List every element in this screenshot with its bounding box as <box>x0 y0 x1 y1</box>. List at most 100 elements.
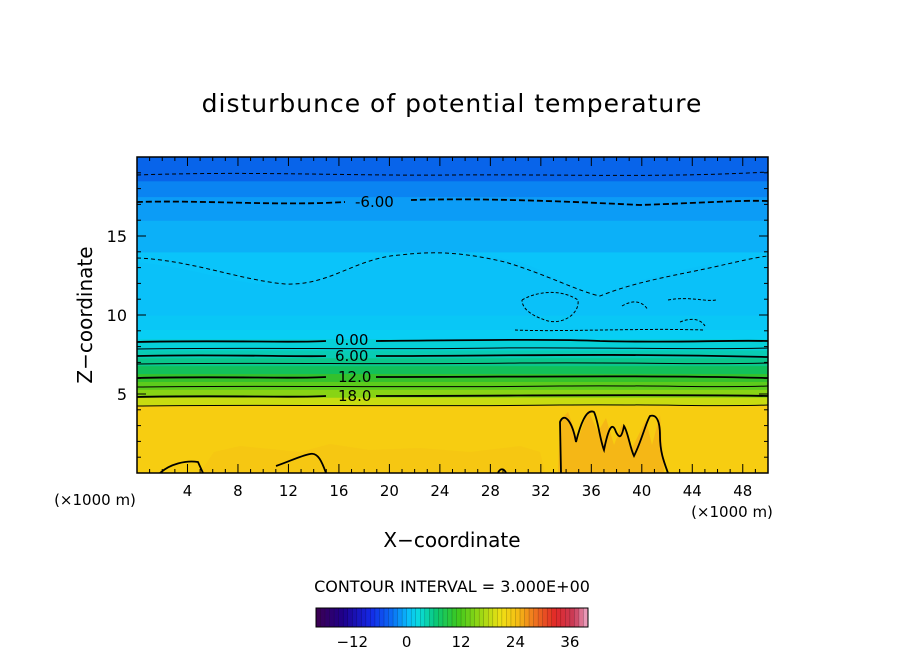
color-band-13 <box>137 180 768 198</box>
colorbar-swatch <box>329 608 335 627</box>
colorbar-swatch <box>420 608 426 627</box>
colorbar-swatch <box>374 608 380 627</box>
color-bands <box>137 157 768 473</box>
colorbar-swatch <box>370 608 376 627</box>
colorbar-swatch <box>492 608 498 627</box>
x-tick-label-7: 32 <box>531 482 550 500</box>
field-anomalies <box>137 252 768 473</box>
x-axis-unit-left: (×1000 m) <box>54 491 136 509</box>
contour-line-12 <box>137 375 768 379</box>
colorbar-swatch <box>406 608 412 627</box>
colorbar-swatch <box>343 608 349 627</box>
colorbar-ticks: −12 0 12 24 36 <box>336 633 579 651</box>
colorbar-swatch <box>506 608 512 627</box>
colorbar-tick-label-0: −12 <box>336 633 368 651</box>
y-axis-ticks: 5 10 15 <box>107 172 768 458</box>
colorbar-swatch <box>488 608 494 627</box>
colorbar-swatch <box>411 608 417 627</box>
colorbar-swatch <box>361 608 367 627</box>
y-tick-label-2: 15 <box>107 227 127 246</box>
colorbar-swatch <box>397 608 403 627</box>
contour-line-neg-3-spot <box>514 292 717 332</box>
colorbar-swatch <box>465 608 471 627</box>
contour-line-3 <box>137 347 768 350</box>
color-band-1 <box>137 397 768 406</box>
x-tick-label-10: 44 <box>683 482 702 500</box>
contour-label-0: 0.00 <box>335 331 368 349</box>
color-band-2 <box>137 389 768 398</box>
colorbar-swatch <box>551 608 557 627</box>
colorbar-swatch <box>479 608 485 627</box>
contour-label-6: 6.00 <box>335 347 368 365</box>
colorbar-swatch <box>438 608 444 627</box>
x-tick-label-8: 36 <box>582 482 601 500</box>
colorbar-swatch <box>456 608 462 627</box>
color-band-14 <box>137 157 768 182</box>
y-tick-label-1: 10 <box>107 306 127 325</box>
x-tick-label-6: 28 <box>481 482 500 500</box>
contour-line-21 <box>137 404 768 407</box>
colorbar-swatch <box>483 608 489 627</box>
colorbar-swatch <box>583 608 589 627</box>
color-band-12 <box>137 196 768 221</box>
colorbar-swatch <box>452 608 457 627</box>
colorbar-swatch <box>569 608 575 627</box>
x-axis-unit-right: (×1000 m) <box>691 503 773 521</box>
color-band-10 <box>137 251 768 316</box>
contour-label-12: 12.0 <box>338 368 371 386</box>
color-band-5 <box>137 365 768 375</box>
colorbar-tick-label-4: 36 <box>560 633 579 651</box>
colorbar-swatch <box>388 608 394 627</box>
x-tick-label-11: 48 <box>733 482 752 500</box>
colorbar-swatch <box>547 608 553 627</box>
colorbar-tick-label-1: 0 <box>402 633 412 651</box>
x-tick-label-0: 4 <box>183 482 193 500</box>
contour-line-24-right <box>559 410 669 473</box>
contour-lines <box>137 171 768 473</box>
colorbar-swatch <box>501 608 507 627</box>
colorbar-swatch <box>424 608 430 627</box>
colorbar-swatch <box>352 608 358 627</box>
color-band-6 <box>137 357 768 367</box>
colorbar-swatch <box>447 608 453 627</box>
colorbar-swatch <box>402 608 407 627</box>
contour-line-24-left <box>159 452 507 473</box>
colorbar-swatch <box>384 608 389 627</box>
x-tick-label-5: 24 <box>430 482 449 500</box>
contour-line-15 <box>137 385 768 388</box>
colorbar-swatch <box>415 608 421 627</box>
colorbar-swatch <box>356 608 362 627</box>
contour-label-18: 18.0 <box>338 387 371 405</box>
colorbar-swatch <box>529 608 534 627</box>
colorbar-swatch <box>320 608 326 627</box>
x-axis-label: X−coordinate <box>383 528 520 552</box>
colorbar-swatch <box>533 608 539 627</box>
contour-line-9 <box>137 362 768 365</box>
colorbar-swatch <box>338 608 344 627</box>
x-tick-label-1: 8 <box>233 482 243 500</box>
colorbar-swatch <box>325 608 330 627</box>
color-band-11 <box>137 220 768 253</box>
color-band-3 <box>137 381 768 390</box>
colorbar-tick-label-2: 12 <box>452 633 471 651</box>
contour-line-18 <box>137 394 768 398</box>
colorbar-swatch <box>538 608 543 627</box>
colorbar-swatch <box>574 608 580 627</box>
colorbar <box>315 608 589 627</box>
y-tick-label-0: 5 <box>117 385 127 404</box>
contour-label-neg-6: -6.00 <box>355 193 394 211</box>
contour-labels: -6.00 0.00 6.00 12.0 18.0 <box>335 193 394 405</box>
chart-title: disturbunce of potential temperature <box>202 89 703 118</box>
colorbar-swatch <box>334 608 339 627</box>
colorbar-tick-label-3: 24 <box>506 633 525 651</box>
x-tick-label-9: 40 <box>632 482 651 500</box>
colorbar-swatch <box>520 608 525 627</box>
contour-line-neg-6 <box>137 198 768 206</box>
colorbar-swatch <box>497 608 503 627</box>
colorbar-swatch <box>510 608 516 627</box>
colorbar-swatch <box>556 608 562 627</box>
contour-line-0 <box>137 338 768 343</box>
contour-interval-text: CONTOUR INTERVAL = 3.000E+00 <box>314 577 590 596</box>
colorbar-frame <box>315 607 589 628</box>
